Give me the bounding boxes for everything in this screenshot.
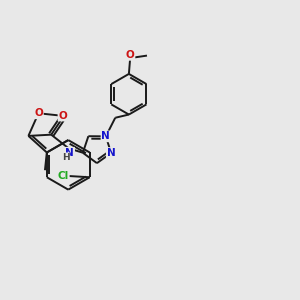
Text: H: H [62, 153, 69, 162]
Text: O: O [126, 50, 134, 60]
Text: O: O [34, 108, 43, 118]
Text: Cl: Cl [58, 171, 69, 181]
Text: N: N [101, 131, 110, 141]
Text: N: N [107, 148, 116, 158]
Text: N: N [65, 148, 74, 158]
Text: O: O [58, 111, 67, 121]
